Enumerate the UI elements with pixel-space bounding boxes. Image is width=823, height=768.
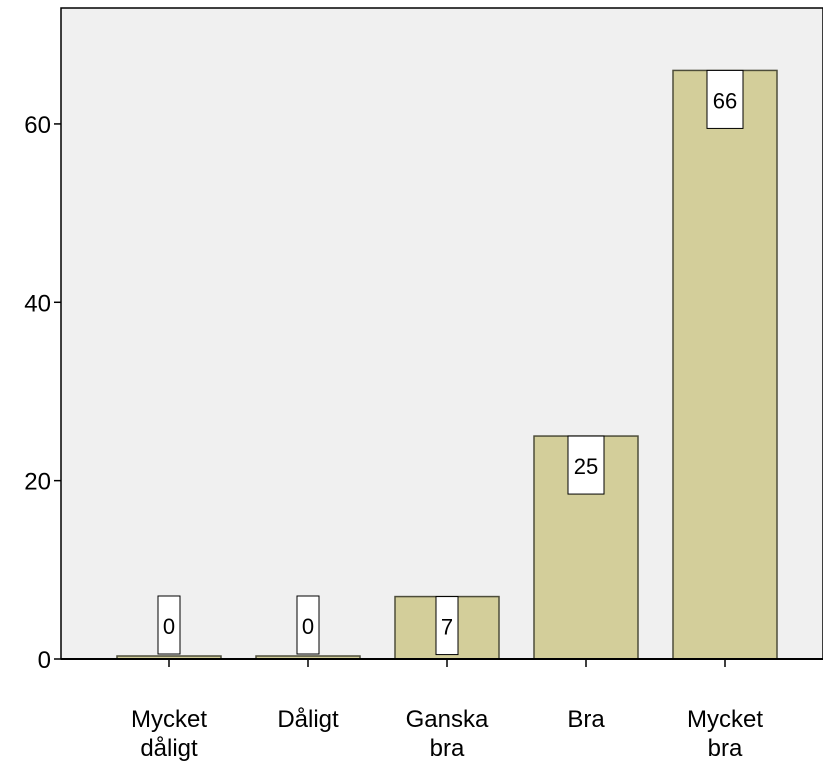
data-label: 66 <box>713 88 737 113</box>
data-label-box <box>157 595 181 655</box>
data-label-box <box>706 69 744 129</box>
x-tick-label: dåligt <box>140 735 198 762</box>
bar <box>672 69 778 660</box>
y-tick-label: 60 <box>24 112 51 139</box>
x-tick-label: Mycket <box>131 706 207 733</box>
x-tick-label: bra <box>708 735 743 762</box>
labels-group: 0 0 7 25 66 <box>157 69 744 656</box>
x-tick-label: Bra <box>567 706 605 733</box>
x-tick-label: Mycket <box>687 706 763 733</box>
data-label-box <box>435 596 459 656</box>
x-tick-label: bra <box>430 735 465 762</box>
data-label: 25 <box>574 454 598 479</box>
x-tick-label: Dåligt <box>277 706 339 733</box>
data-label: 0 <box>163 614 175 639</box>
data-label-box <box>296 595 320 655</box>
data-label: 7 <box>441 615 453 640</box>
y-tick-label: 0 <box>38 647 51 674</box>
y-tick-label: 20 <box>24 469 51 496</box>
data-label: 0 <box>302 614 314 639</box>
x-tick-label: Ganska <box>406 706 489 733</box>
data-label-box <box>567 435 605 495</box>
y-tick-label: 40 <box>24 290 51 317</box>
